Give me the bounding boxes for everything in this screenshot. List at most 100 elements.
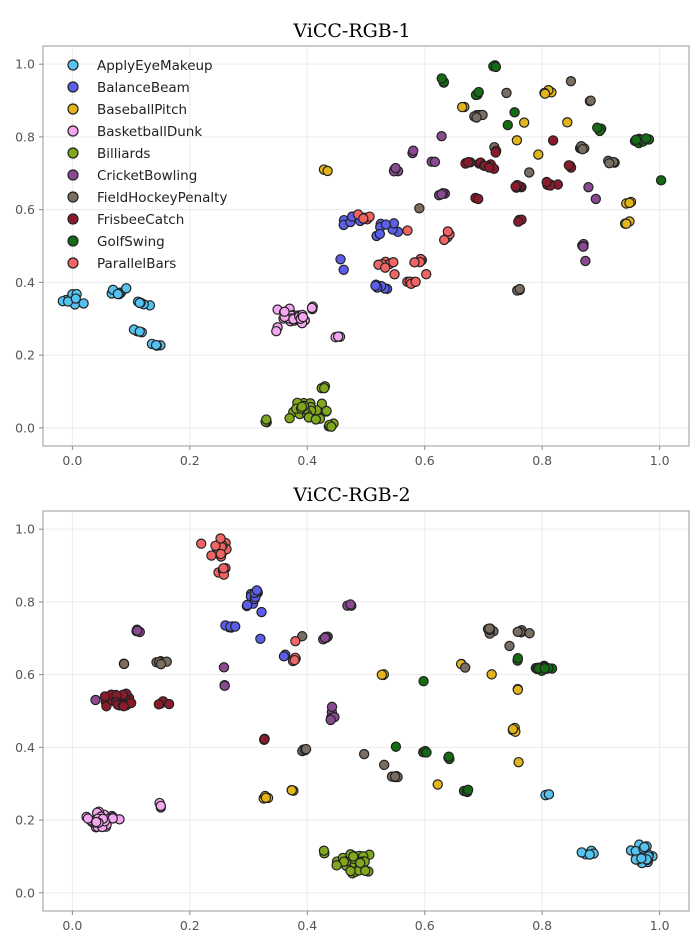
series-ParallelBars: [196, 533, 301, 667]
x-tick-label: 0.8: [532, 918, 552, 933]
x-tick-label: 0.0: [62, 453, 82, 468]
series-FieldHockeyPenalty: [118, 623, 535, 783]
data-point: [510, 181, 521, 192]
series-Billiards: [318, 845, 375, 879]
x-tick-label: 1.0: [650, 453, 670, 468]
data-point: [155, 800, 167, 812]
data-point: [70, 293, 81, 304]
data-point: [442, 226, 454, 237]
data-point: [655, 175, 667, 186]
y-tick-label: 0.8: [15, 129, 35, 144]
data-point: [483, 162, 495, 173]
data-point: [621, 218, 632, 229]
data-point: [390, 162, 401, 174]
x-tick-label: 0.4: [297, 453, 317, 468]
legend-marker: [67, 235, 79, 247]
data-point: [409, 257, 420, 268]
data-point: [118, 658, 130, 670]
series-BaseballPitch: [258, 658, 524, 804]
data-point: [219, 680, 230, 692]
data-point: [507, 723, 519, 735]
data-point: [360, 865, 371, 876]
series-CricketBowling: [388, 130, 602, 267]
series-ParallelBars: [352, 209, 455, 289]
legend-marker: [67, 59, 79, 71]
data-point: [215, 548, 226, 560]
data-point: [547, 135, 559, 146]
series-FrisbeeCatch: [460, 135, 577, 227]
data-point: [118, 701, 129, 712]
data-point: [389, 269, 400, 280]
data-point: [471, 112, 482, 123]
data-point: [490, 61, 502, 73]
data-point: [132, 625, 143, 636]
data-point: [414, 203, 425, 214]
x-tick-label: 0.4: [297, 918, 317, 933]
data-point: [206, 550, 217, 561]
data-point: [410, 276, 421, 288]
data-point: [585, 95, 596, 106]
legend-label: GolfSwing: [97, 234, 165, 250]
data-point: [473, 86, 484, 98]
data-point: [513, 756, 524, 768]
data-point: [290, 636, 301, 647]
data-point: [210, 540, 221, 552]
y-tick-label: 0.4: [15, 740, 35, 755]
series-ApplyEyeMakeup: [540, 789, 658, 869]
data-point: [284, 413, 295, 424]
x-tick-label: 0.6: [415, 918, 435, 933]
chart-title: ViCC-RGB-1: [292, 20, 410, 42]
data-point: [332, 331, 344, 342]
data-point: [278, 651, 290, 662]
series-ApplyEyeMakeup: [57, 283, 166, 351]
data-point: [640, 133, 652, 144]
data-point: [322, 165, 333, 177]
series-GolfSwing: [390, 653, 558, 798]
x-tick-label: 0.6: [415, 453, 435, 468]
data-point: [91, 816, 102, 828]
data-point: [376, 669, 388, 681]
data-point: [163, 698, 175, 710]
data-point: [462, 157, 474, 168]
data-point: [486, 669, 497, 680]
data-point: [408, 145, 419, 156]
data-point: [580, 255, 591, 267]
chart-panel-bottom: ViCC-RGB-2 0.0 0.2 0.4 0.6 0.8 1.0 0.00.20.40…: [15, 484, 690, 933]
y-tick-label: 0.0: [15, 885, 35, 900]
data-point: [319, 632, 331, 643]
data-point: [577, 143, 588, 155]
chart-panel-top: ViCC-RGB-1 0.0 0.2 0.4 0.6 0.8 1.0 0.00.20.40…: [15, 20, 690, 468]
legend: ApplyEyeMakeup BalanceBeam BaseballPitch Ba…: [67, 58, 227, 272]
legend-label: CricketBowling: [97, 168, 197, 184]
data-point: [501, 87, 512, 99]
data-point: [421, 747, 432, 758]
data-point: [511, 135, 523, 146]
y-tick-label: 0.6: [15, 667, 35, 682]
data-point: [338, 264, 349, 275]
series-CricketBowling: [90, 599, 357, 726]
data-point: [318, 382, 330, 394]
data-point: [472, 193, 484, 205]
y-tick-label: 0.2: [15, 348, 35, 363]
scatter-points: [57, 60, 667, 432]
data-point: [539, 663, 551, 674]
x-axis: 0.0 0.2 0.4 0.6 0.8 1.0: [62, 911, 670, 933]
data-point: [112, 288, 124, 300]
data-point: [524, 167, 535, 178]
grid-lines: [43, 511, 689, 911]
data-point: [513, 216, 524, 227]
data-point: [512, 626, 523, 637]
data-point: [153, 699, 165, 710]
x-tick-label: 1.0: [650, 918, 670, 933]
data-point: [462, 784, 474, 796]
data-point: [584, 849, 595, 860]
data-point: [331, 860, 342, 871]
data-point: [218, 563, 229, 574]
data-point: [518, 117, 530, 128]
data-point: [490, 147, 501, 158]
data-point: [539, 88, 551, 99]
data-point: [565, 75, 577, 87]
data-point: [624, 197, 635, 209]
data-point: [289, 654, 300, 666]
data-point: [300, 743, 312, 755]
